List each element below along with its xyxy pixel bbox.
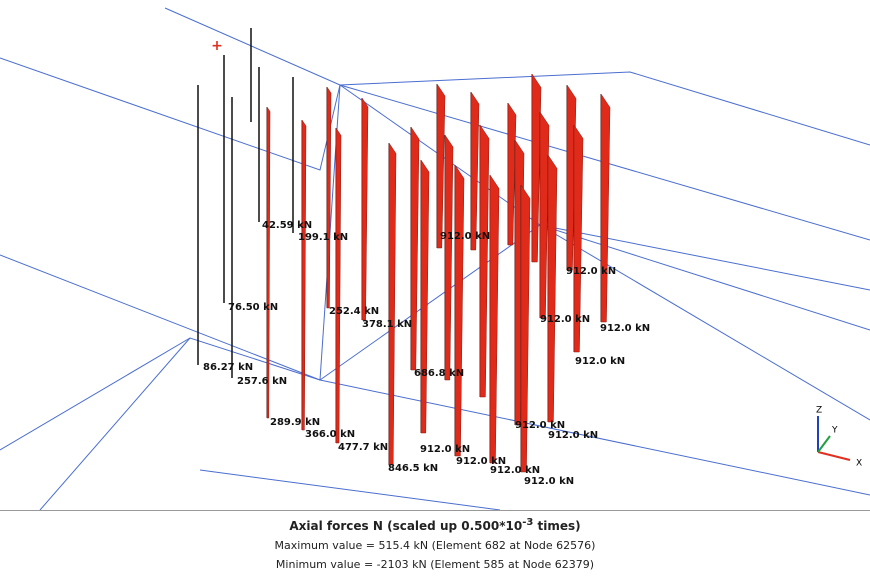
maximum-value: Maximum value = 515.4 kN (Element 682 at… [0, 539, 870, 552]
force-label: 252.4 kN [329, 306, 379, 317]
results-panel: Axial forces N (scaled up 0.500*10-3 tim… [0, 510, 870, 587]
minimum-value: Minimum value = -2103 kN (Element 585 at… [0, 558, 870, 571]
force-label: 477.7 kN [338, 442, 388, 453]
force-label: 912.0 kN [600, 323, 650, 334]
force-label: 257.6 kN [237, 376, 287, 387]
axis-y: Y [831, 426, 838, 436]
title-suffix: times) [533, 519, 580, 533]
force-diagram [445, 135, 453, 380]
force-label: 86.27 kN [203, 362, 253, 373]
force-label: 912.0 kN [440, 231, 490, 242]
axis-z: Z [816, 406, 822, 416]
results-title: Axial forces N (scaled up 0.500*10-3 tim… [0, 517, 870, 533]
force-diagram [362, 98, 368, 320]
force-diagram [267, 107, 270, 418]
force-diagram [411, 127, 419, 370]
force-diagram [490, 175, 499, 463]
force-diagram [437, 84, 445, 248]
force-diagram [389, 143, 396, 465]
force-diagram [601, 94, 610, 322]
force-diagram [455, 165, 464, 456]
force-label: 912.0 kN [540, 314, 590, 325]
force-diagram [327, 87, 331, 308]
force-label: 366.0 kN [305, 429, 355, 440]
app-window: + - Z Y X 42.59 kN199.1 kN76.50 kN86.27 … [0, 0, 870, 587]
force-diagram [471, 92, 479, 250]
axis-x: X [856, 459, 862, 469]
force-label: 76.50 kN [228, 302, 278, 313]
title-exponent: -3 [522, 517, 533, 528]
force-label: 289.9 kN [270, 417, 320, 428]
force-diagram [336, 128, 341, 443]
force-label: 912.0 kN [575, 356, 625, 367]
force-label: 912.0 kN [548, 430, 598, 441]
max-marker: + [211, 38, 223, 54]
force-diagram [548, 155, 557, 422]
force-label: 199.1 kN [298, 232, 348, 243]
force-label: 912.0 kN [515, 420, 565, 431]
force-diagram [421, 160, 429, 433]
force-label: 846.5 kN [388, 463, 438, 474]
force-label: 912.0 kN [524, 476, 574, 487]
force-label: 378.1 kN [362, 319, 412, 330]
force-label: 912.0 kN [420, 444, 470, 455]
force-label: 912.0 kN [566, 266, 616, 277]
force-label: 912.0 kN [490, 465, 540, 476]
title-text: Axial forces N (scaled up 0.500*10 [289, 519, 522, 533]
force-diagram [302, 120, 306, 430]
axis-triad: Z Y X [816, 406, 862, 469]
force-label: 42.59 kN [262, 220, 312, 231]
force-label: 686.8 kN [414, 368, 464, 379]
force-diagram [480, 125, 489, 397]
structure-grid [0, 8, 870, 510]
